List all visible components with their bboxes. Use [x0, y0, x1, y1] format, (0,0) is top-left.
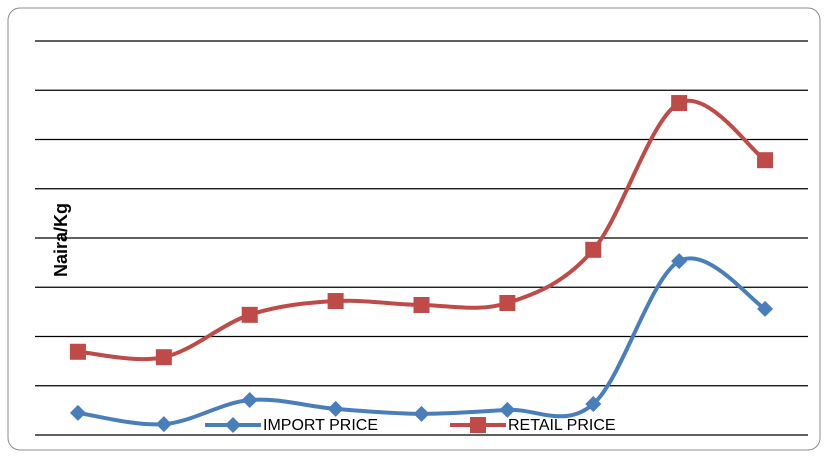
marker — [155, 416, 172, 433]
marker — [327, 293, 344, 310]
y-axis-label: Naira/Kg — [51, 203, 71, 277]
marker — [241, 392, 258, 409]
plot — [69, 95, 774, 433]
marker — [69, 404, 86, 421]
marker — [413, 405, 430, 422]
marker — [585, 241, 602, 258]
legend: IMPORT PRICE RETAIL PRICE — [205, 417, 616, 434]
marker — [671, 253, 688, 270]
marker — [499, 401, 516, 418]
marker — [499, 295, 516, 312]
marker — [671, 95, 688, 112]
marker — [585, 395, 602, 412]
marker — [69, 343, 86, 360]
marker — [241, 306, 258, 323]
marker — [413, 296, 430, 313]
marker — [757, 152, 774, 169]
marker — [155, 349, 172, 366]
series-line — [77, 256, 767, 427]
series-line — [77, 98, 767, 362]
marker — [225, 417, 241, 433]
marker — [470, 417, 486, 433]
grid — [35, 40, 808, 436]
marker — [757, 300, 774, 317]
legend-label: RETAIL PRICE — [508, 417, 616, 434]
marker — [327, 400, 344, 417]
chart-frame — [7, 7, 821, 451]
legend-label: IMPORT PRICE — [263, 417, 378, 434]
